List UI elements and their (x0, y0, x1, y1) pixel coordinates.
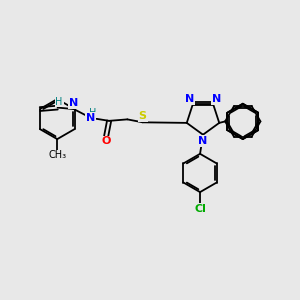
Text: N: N (212, 94, 221, 104)
Text: N: N (69, 98, 78, 108)
Text: S: S (139, 111, 147, 121)
Text: CH₃: CH₃ (49, 150, 67, 160)
Text: Cl: Cl (195, 204, 207, 214)
Text: N: N (198, 136, 207, 146)
Text: O: O (101, 136, 111, 146)
Text: N: N (86, 113, 95, 123)
Text: H: H (88, 108, 96, 118)
Text: H: H (56, 97, 63, 107)
Text: N: N (185, 94, 194, 104)
